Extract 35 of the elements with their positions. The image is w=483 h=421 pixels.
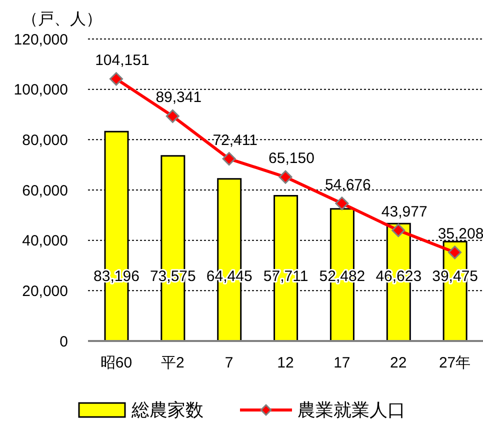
point [335, 196, 349, 210]
point [109, 72, 123, 86]
x-tick-label: 27年 [438, 354, 471, 372]
x-tick-label: 7 [224, 354, 234, 372]
point [278, 170, 292, 184]
data-label: 39,475 [432, 268, 478, 285]
y-tick-label: 0 [60, 333, 68, 350]
data-label: 73,575 [150, 268, 196, 285]
y-tick-label: 60,000 [22, 182, 68, 200]
y-tick-label: 120,000 [14, 31, 68, 48]
y-tick-label: 20,000 [22, 282, 68, 300]
y-tick-label: 40,000 [22, 232, 68, 250]
point [222, 152, 236, 166]
data-label: 52,482 [319, 268, 366, 285]
legend-label: 総農家数 [132, 399, 204, 421]
data-label: 35,208 [438, 225, 483, 242]
point [392, 224, 406, 238]
data-label: 54,676 [324, 176, 371, 194]
legend-label: 農業就業人口 [298, 399, 406, 421]
data-label: 89,341 [156, 89, 202, 106]
y-tick-label: 80,000 [22, 132, 68, 149]
point [166, 109, 180, 123]
y-tick-label: 100,000 [14, 82, 68, 99]
x-tick-label: 12 [277, 354, 294, 372]
data-label: 43,977 [381, 203, 428, 220]
y-axis-title: （戸、人） [22, 10, 102, 30]
x-tick-label: 17 [334, 354, 350, 372]
x-tick-label: 22 [390, 354, 407, 372]
data-label: 104,151 [95, 52, 150, 69]
point [448, 246, 462, 260]
x-tick-label: 平2 [160, 354, 184, 372]
data-label: 65,150 [268, 150, 314, 168]
data-label: 72,411 [212, 132, 258, 149]
data-label: 46,623 [376, 268, 422, 285]
x-tick-label: 昭60 [100, 354, 132, 372]
